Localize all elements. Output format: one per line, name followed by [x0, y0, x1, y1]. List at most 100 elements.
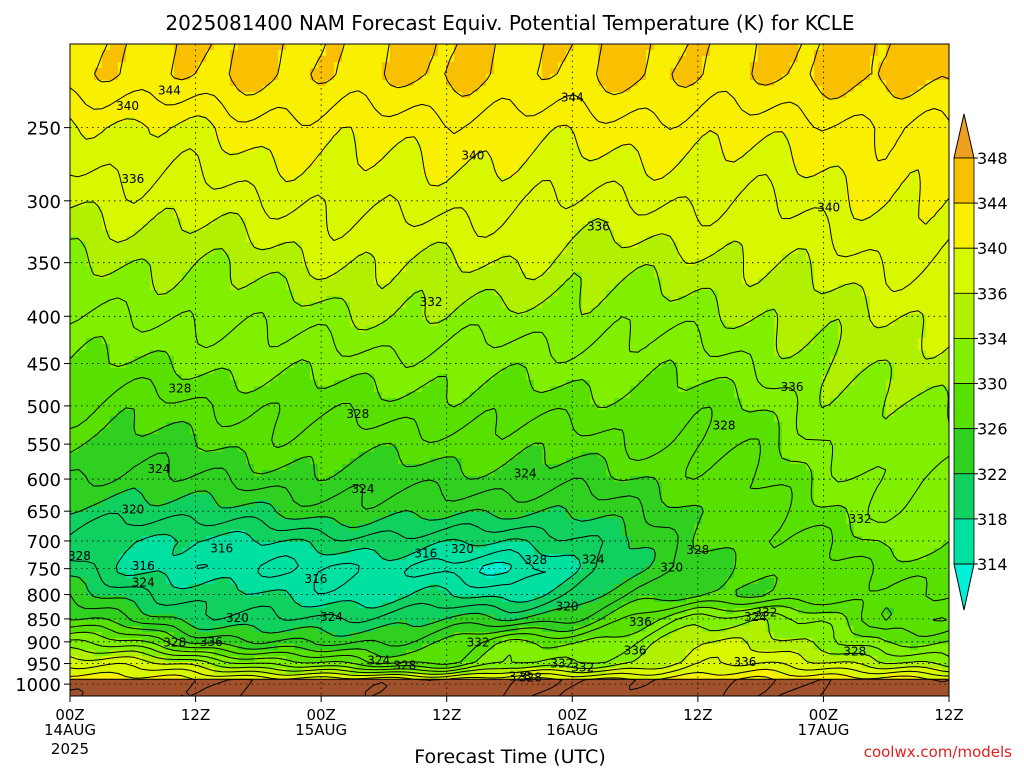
field-cell	[806, 62, 815, 69]
field-cell	[206, 260, 215, 267]
field-cell	[78, 56, 87, 63]
field-cell	[486, 122, 495, 129]
field-cell	[550, 284, 559, 291]
field-cell	[174, 62, 183, 69]
field-cell	[662, 146, 671, 153]
field-cell	[142, 284, 151, 291]
field-cell	[494, 92, 503, 99]
field-cell	[710, 104, 719, 111]
field-cell	[590, 224, 599, 231]
field-cell	[246, 176, 255, 183]
field-cell	[694, 92, 703, 99]
field-cell	[102, 56, 111, 63]
field-cell	[294, 200, 303, 207]
field-cell	[526, 116, 535, 123]
field-cell	[686, 56, 695, 63]
field-cell	[918, 152, 927, 159]
field-cell	[198, 182, 207, 189]
field-cell	[350, 266, 359, 273]
field-cell	[782, 224, 791, 231]
field-cell	[918, 56, 927, 63]
field-cell	[558, 50, 567, 57]
field-cell	[822, 308, 831, 315]
field-cell	[198, 68, 207, 75]
field-cell	[694, 110, 703, 117]
field-cell	[454, 104, 463, 111]
field-cell	[390, 110, 399, 117]
field-cell	[638, 158, 647, 165]
field-cell	[886, 290, 895, 297]
field-cell	[750, 218, 759, 225]
field-cell	[734, 284, 743, 291]
field-cell	[182, 74, 191, 81]
field-cell	[334, 302, 343, 309]
field-cell	[190, 206, 199, 213]
field-cell	[662, 188, 671, 195]
field-cell	[510, 146, 519, 153]
field-cell	[302, 236, 311, 243]
field-cell	[670, 44, 679, 51]
field-cell	[822, 110, 831, 117]
field-cell	[478, 158, 487, 165]
field-cell	[790, 164, 799, 171]
field-cell	[574, 182, 583, 189]
field-cell	[366, 134, 375, 141]
field-cell	[862, 206, 871, 213]
field-cell	[886, 254, 895, 261]
field-cell	[622, 80, 631, 87]
field-cell	[550, 302, 559, 309]
field-cell	[166, 146, 175, 153]
field-cell	[366, 236, 375, 243]
field-cell	[86, 176, 95, 183]
field-cell	[190, 284, 199, 291]
field-cell	[198, 308, 207, 315]
field-cell	[310, 50, 319, 57]
field-cell	[334, 188, 343, 195]
field-cell	[662, 68, 671, 75]
field-cell	[254, 242, 263, 249]
field-cell	[446, 92, 455, 99]
field-cell	[854, 68, 863, 75]
field-cell	[190, 68, 199, 75]
field-cell	[518, 218, 527, 225]
field-cell	[774, 152, 783, 159]
field-cell	[214, 140, 223, 147]
field-cell	[886, 86, 895, 93]
field-cell	[918, 176, 927, 183]
field-cell	[198, 92, 207, 99]
field-cell	[894, 140, 903, 147]
field-cell	[798, 122, 807, 129]
field-cell	[230, 230, 239, 237]
field-cell	[878, 104, 887, 111]
field-cell	[638, 296, 647, 303]
field-cell	[94, 170, 103, 177]
field-cell	[462, 218, 471, 225]
field-cell	[126, 302, 135, 309]
field-cell	[750, 296, 759, 303]
field-cell	[158, 302, 167, 309]
field-cell	[758, 68, 767, 75]
field-cell	[318, 62, 327, 69]
field-cell	[70, 290, 79, 297]
field-cell	[838, 230, 847, 237]
field-cell	[814, 230, 823, 237]
field-cell	[254, 110, 263, 117]
field-cell	[486, 134, 495, 141]
field-cell	[902, 236, 911, 243]
field-cell	[302, 284, 311, 291]
field-cell	[718, 236, 727, 243]
field-cell	[350, 158, 359, 165]
field-cell	[686, 200, 695, 207]
field-cell	[478, 146, 487, 153]
field-cell	[262, 56, 271, 63]
field-cell	[398, 74, 407, 81]
field-cell	[238, 296, 247, 303]
field-cell	[174, 314, 183, 321]
field-cell	[558, 182, 567, 189]
field-cell	[702, 62, 711, 69]
field-cell	[710, 266, 719, 273]
field-cell	[166, 302, 175, 309]
field-cell	[910, 278, 919, 285]
field-cell	[934, 110, 943, 117]
field-cell	[166, 128, 175, 135]
